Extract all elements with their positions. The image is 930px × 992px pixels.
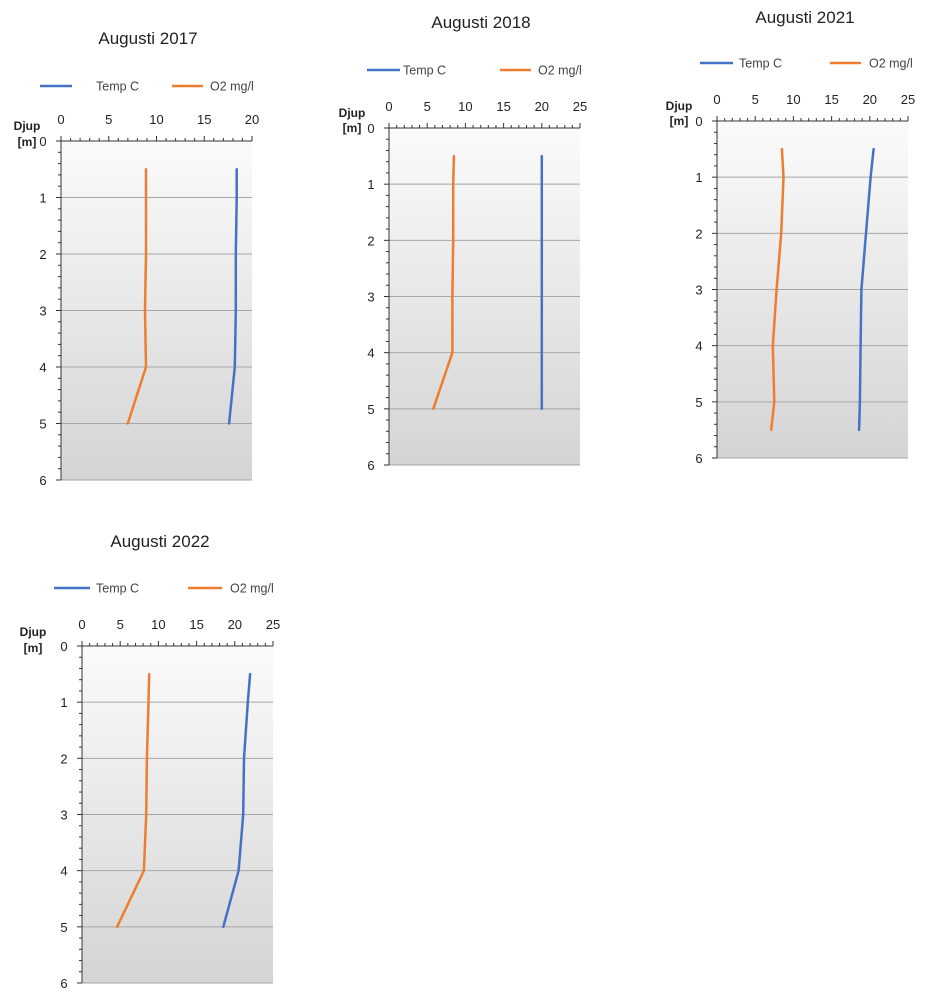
y-tick-label: 5 xyxy=(695,395,702,410)
legend-label: O2 mg/l xyxy=(538,64,582,78)
x-tick-label: 0 xyxy=(713,92,720,107)
legend-label: Temp C xyxy=(739,57,782,71)
legend-label: Temp C xyxy=(403,64,446,78)
chart-2: Augusti 2018 Temp C O2 mg/l 0 5 10 15 20 25 0 1 2 3 4… xyxy=(339,13,588,473)
x-tick-label: 10 xyxy=(786,92,800,107)
y-tick-label: 5 xyxy=(39,417,46,432)
y-tick-label: 4 xyxy=(60,864,67,879)
y-tick-label: 5 xyxy=(60,920,67,935)
chart-1: Augusti 2017 Temp C O2 mg/l 0 5 10 15 20 0 1 2 3 4 5 6… xyxy=(14,29,260,488)
y-tick-label: 2 xyxy=(60,751,67,766)
y-axis-label: [m] xyxy=(24,641,43,655)
chart-title: Augusti 2022 xyxy=(110,532,209,551)
y-tick-label: 6 xyxy=(695,451,702,466)
y-tick-label: 3 xyxy=(695,283,702,298)
o2-series-line xyxy=(126,168,148,425)
y-axis-label: [m] xyxy=(18,135,37,149)
x-tick-label: 0 xyxy=(78,617,85,632)
x-tick-label: 25 xyxy=(266,617,280,632)
x-tick-label: 20 xyxy=(228,617,242,632)
y-tick-label: 3 xyxy=(39,304,46,319)
y-tick-label: 3 xyxy=(367,290,374,305)
y-tick-label: 5 xyxy=(367,402,374,417)
y-tick-label: 0 xyxy=(695,114,702,129)
y-tick-label: 1 xyxy=(367,177,374,192)
y-tick-label: 0 xyxy=(367,121,374,136)
x-tick-label: 5 xyxy=(105,112,112,127)
o2-series-line xyxy=(769,147,785,432)
y-tick-label: 2 xyxy=(367,233,374,248)
o2-series-line xyxy=(432,154,456,411)
x-tick-label: 20 xyxy=(863,92,877,107)
y-axis-label: [m] xyxy=(670,114,689,128)
y-tick-label: 1 xyxy=(39,191,46,206)
x-tick-label: 10 xyxy=(149,112,163,127)
x-tick-label: 15 xyxy=(189,617,203,632)
x-tick-label: 0 xyxy=(385,99,392,114)
x-tick-label: 25 xyxy=(573,99,587,114)
y-tick-label: 6 xyxy=(367,458,374,473)
chart-title: Augusti 2018 xyxy=(431,13,530,32)
legend-label: Temp C xyxy=(96,80,139,94)
y-tick-label: 3 xyxy=(60,808,67,823)
x-tick-label: 15 xyxy=(824,92,838,107)
temp-series-line xyxy=(857,147,875,432)
x-tick-label: 20 xyxy=(535,99,549,114)
x-tick-label: 10 xyxy=(458,99,472,114)
y-tick-label: 6 xyxy=(39,473,46,488)
y-axis-label: Djup xyxy=(666,99,693,113)
y-tick-label: 1 xyxy=(60,695,67,710)
x-tick-label: 5 xyxy=(424,99,431,114)
x-tick-label: 20 xyxy=(245,112,259,127)
y-tick-label: 1 xyxy=(695,170,702,185)
y-axis-label: Djup xyxy=(339,106,366,120)
y-tick-label: 2 xyxy=(695,226,702,241)
y-tick-label: 0 xyxy=(60,639,67,654)
x-tick-label: 0 xyxy=(57,112,64,127)
legend-label: Temp C xyxy=(96,582,139,596)
temp-series-line xyxy=(222,672,252,929)
chart-3: Augusti 2021 Temp C O2 mg/l 0 5 10 15 20 25 0 1 2 3 4… xyxy=(666,8,916,466)
y-tick-label: 4 xyxy=(695,339,702,354)
y-tick-label: 0 xyxy=(39,134,46,149)
legend-label: O2 mg/l xyxy=(230,582,274,596)
o2-series-line xyxy=(115,672,151,929)
x-tick-label: 15 xyxy=(197,112,211,127)
y-tick-label: 4 xyxy=(39,360,46,375)
y-tick-label: 4 xyxy=(367,346,374,361)
y-axis-label: [m] xyxy=(343,121,362,135)
chart-4: Augusti 2022 Temp C O2 mg/l 0 5 10 15 20 25 0 1 2 3 4… xyxy=(20,532,281,991)
y-axis-label: Djup xyxy=(20,625,47,639)
x-tick-label: 25 xyxy=(901,92,915,107)
x-tick-label: 5 xyxy=(752,92,759,107)
y-tick-label: 2 xyxy=(39,247,46,262)
chart-title: Augusti 2021 xyxy=(755,8,854,27)
legend-label: O2 mg/l xyxy=(210,80,254,94)
y-tick-label: 6 xyxy=(60,976,67,991)
legend-label: O2 mg/l xyxy=(869,57,913,71)
temp-series-line xyxy=(227,168,238,425)
x-tick-label: 5 xyxy=(117,617,124,632)
x-tick-label: 10 xyxy=(151,617,165,632)
x-tick-label: 15 xyxy=(496,99,510,114)
y-axis-label: Djup xyxy=(14,119,41,133)
chart-title: Augusti 2017 xyxy=(98,29,197,48)
